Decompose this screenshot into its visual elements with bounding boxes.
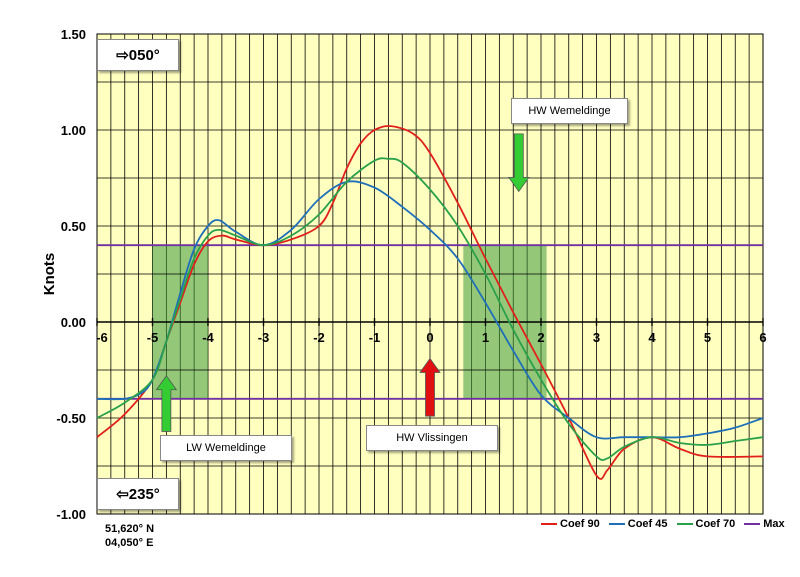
y-tick-labels: 1.50 1.00 0.50 0.00 -0.50 -1.00 xyxy=(56,27,86,522)
arrow-marker xyxy=(508,133,530,193)
x-tick-label: -5 xyxy=(147,330,159,345)
y-tick-label: 0.00 xyxy=(61,315,86,330)
series-line-coef-70 xyxy=(96,157,764,462)
x-tick-label: 5 xyxy=(704,330,711,345)
y-tick-label: 1.50 xyxy=(61,27,86,42)
y-tick-label: -0.50 xyxy=(56,411,86,426)
legend-swatch xyxy=(608,523,625,525)
y-tick-label: 1.00 xyxy=(61,123,86,138)
legend-item-coef-90: Coef 90 xyxy=(541,518,600,530)
arrow-marker xyxy=(155,375,178,432)
legend-label: Coef 70 xyxy=(695,518,736,530)
y-tick-label: 0.50 xyxy=(61,219,86,234)
x-tick-labels: -6 -5 -4 -3 -2 -1 0 1 2 3 4 5 6 xyxy=(96,330,766,345)
arrows xyxy=(155,133,530,432)
x-tick-label: -6 xyxy=(96,330,108,345)
legend-label: Max xyxy=(763,518,785,530)
legend-swatch xyxy=(744,523,761,525)
lw-wemeldinge-label: LW Wemeldinge xyxy=(160,435,292,461)
legend-item-coef-45: Coef 45 xyxy=(608,518,668,530)
ebb-direction-label: ⇦235° xyxy=(97,478,179,510)
x-tick-label: 4 xyxy=(648,330,656,345)
legend-label: Coef 90 xyxy=(560,518,600,530)
legend-swatch xyxy=(541,523,557,525)
y-axis-label: Knots xyxy=(41,253,58,296)
position-coordinates: 51,620° N 04,050° E xyxy=(105,522,154,550)
x-tick-label: -1 xyxy=(369,330,381,345)
x-axis-line xyxy=(96,318,764,326)
y-tick-label: -1.00 xyxy=(56,507,86,522)
x-tick-label: -2 xyxy=(313,330,325,345)
arrow-marker xyxy=(419,357,441,417)
x-tick-label: 0 xyxy=(426,330,433,345)
x-tick-label: -4 xyxy=(202,330,214,345)
x-tick-label: 6 xyxy=(759,330,766,345)
legend-item-coef-70: Coef 70 xyxy=(676,518,736,530)
x-tick-label: 2 xyxy=(537,330,544,345)
series-line-coef-45 xyxy=(96,180,764,440)
legend: Coef 90 Coef 45 Coef 70 Max xyxy=(541,518,794,530)
legend-item-max: Max xyxy=(744,518,785,530)
legend-label: Coef 45 xyxy=(627,518,668,530)
x-tick-label: -3 xyxy=(258,330,270,345)
series-lines xyxy=(96,125,764,480)
series-line-coef-90 xyxy=(96,125,764,480)
legend-swatch xyxy=(676,523,693,525)
hw-wemeldinge-label: HW Wemeldinge xyxy=(511,98,628,124)
flood-direction-label: ⇨050° xyxy=(97,39,179,71)
x-tick-label: 3 xyxy=(593,330,600,345)
longitude-text: 04,050° E xyxy=(105,537,154,549)
x-tick-label: 1 xyxy=(482,330,489,345)
latitude-text: 51,620° N xyxy=(105,523,155,535)
hw-vlissingen-label: HW Vlissingen xyxy=(366,425,498,451)
